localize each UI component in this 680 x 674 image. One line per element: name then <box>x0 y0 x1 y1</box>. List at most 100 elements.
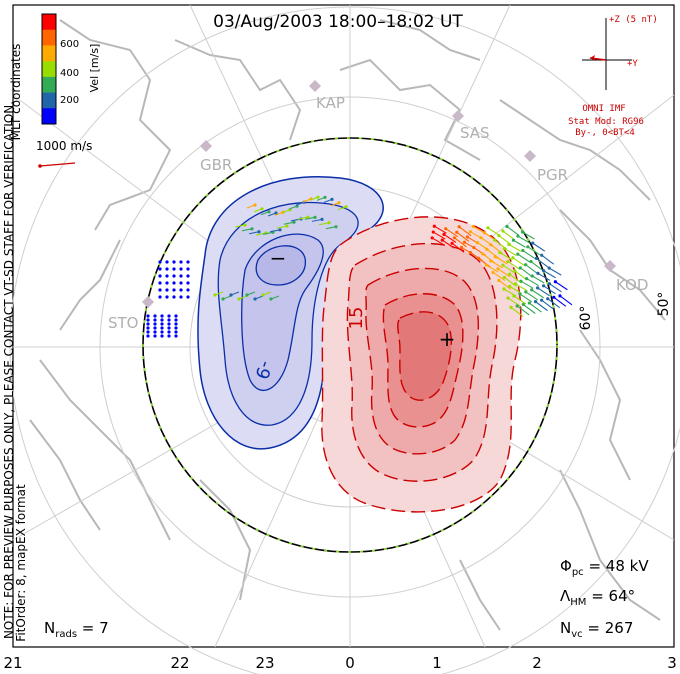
vector-origin <box>158 260 162 264</box>
velocity-vector <box>535 301 548 312</box>
velocity-vector <box>234 224 246 228</box>
vector-origin <box>153 322 157 326</box>
velocity-vector <box>519 267 533 278</box>
station-label-kap: KAP <box>316 94 345 112</box>
vector-origin <box>146 334 150 338</box>
imf-clock <box>582 18 632 90</box>
vector-origin <box>153 326 157 330</box>
vector-origin <box>153 330 157 334</box>
velocity-vector <box>297 216 309 220</box>
vector-origin <box>165 281 169 285</box>
vector-origin <box>165 267 169 271</box>
mlt-label: 3 <box>667 654 677 672</box>
latitude-label-50: 50° <box>656 292 672 317</box>
velocity-vector <box>458 226 472 237</box>
velocity-vector <box>555 281 568 291</box>
velocity-vector <box>513 295 527 305</box>
velocity-vector <box>507 260 521 270</box>
imf-source: OMNI IMF <box>582 104 625 114</box>
mlt-label: 0 <box>345 654 355 672</box>
colorbar-segment <box>42 61 56 78</box>
velocity-vector <box>238 295 248 300</box>
vector-origin <box>172 288 176 292</box>
velocity-vector <box>454 237 467 248</box>
velocity-vector <box>283 221 295 225</box>
vector-origin <box>146 318 150 322</box>
imf-stat-model: Stat Mod: RG96 <box>568 117 644 127</box>
velocity-vector <box>443 233 457 243</box>
velocity-vector <box>498 280 512 290</box>
colorbar-segment <box>42 108 56 125</box>
vector-origin <box>160 326 164 330</box>
vector-origin <box>174 326 178 330</box>
vector-origin <box>172 295 176 299</box>
velocity-vector <box>281 209 291 214</box>
contour-label-positive: 15 <box>346 307 367 330</box>
velocity-vector <box>541 299 554 310</box>
velocity-vector <box>516 305 530 316</box>
vector-origin <box>186 288 190 292</box>
velocity-vector <box>525 291 539 301</box>
velocity-vector <box>506 226 520 236</box>
station-marker <box>309 80 321 92</box>
negative-potential-cell <box>197 176 384 450</box>
vector-origin <box>179 295 183 299</box>
velocity-vector <box>499 252 513 261</box>
velocity-vector <box>337 206 347 211</box>
velocity-vector <box>502 264 516 274</box>
imf-condition: By-, 0<BT<4 <box>575 128 635 138</box>
velocity-vector <box>262 231 274 235</box>
velocity-vector <box>451 242 465 253</box>
min-potential-symbol: − <box>270 246 287 270</box>
velocity-vector <box>262 291 272 296</box>
velocity-vector <box>445 228 459 238</box>
velocity-vector <box>485 264 499 273</box>
preview-note: NOTE: FOR PREVIEW PURPOSES ONLY, PLEASE … <box>2 101 16 639</box>
velocity-vector <box>531 289 545 299</box>
velocity-colorbar <box>41 13 57 125</box>
vector-origin <box>167 314 171 318</box>
colorbar-tick: 400 <box>60 68 79 79</box>
positive-potential-cell <box>321 216 522 513</box>
velocity-vector <box>541 254 555 265</box>
vector-origin <box>167 330 171 334</box>
velocity-vector <box>530 261 544 271</box>
mlt-label: 21 <box>3 654 22 672</box>
mlt-label: 1 <box>432 654 442 672</box>
velocity-vectors <box>146 195 573 338</box>
vector-origin <box>167 326 171 330</box>
vector-origin <box>165 274 169 278</box>
velocity-vector <box>543 285 556 295</box>
station-marker <box>142 296 154 308</box>
velocity-vector <box>522 231 535 240</box>
vector-origin <box>174 318 178 322</box>
vector-origin <box>172 274 176 278</box>
vector-origin <box>158 274 162 278</box>
station-label-kod: KOD <box>616 276 648 294</box>
velocity-vector <box>509 285 522 294</box>
velocity-vector <box>246 204 256 209</box>
vector-origin <box>179 267 183 271</box>
colorbar-tick: 600 <box>60 39 79 50</box>
velocity-vector <box>553 296 567 307</box>
vector-origin <box>158 288 162 292</box>
velocity-vector <box>434 225 447 234</box>
velocity-vector <box>525 264 539 275</box>
vector-origin <box>160 330 164 334</box>
station-markers <box>142 80 616 308</box>
velocity-vector <box>532 275 545 284</box>
velocity-vector <box>295 201 305 206</box>
velocity-vector <box>529 302 542 313</box>
vector-scale-arrow <box>38 162 76 168</box>
vector-origin <box>167 318 171 322</box>
velocity-vector <box>325 226 337 230</box>
latitude-label-60: 60° <box>578 306 594 331</box>
velocity-vector <box>522 304 536 314</box>
velocity-vector <box>543 270 556 279</box>
vector-origin <box>186 274 190 278</box>
velocity-vector <box>526 278 539 287</box>
vector-origin <box>172 281 176 285</box>
vector-origin <box>172 267 176 271</box>
radar-count: Nrads = 7 <box>44 619 109 640</box>
vector-origin <box>179 288 183 292</box>
